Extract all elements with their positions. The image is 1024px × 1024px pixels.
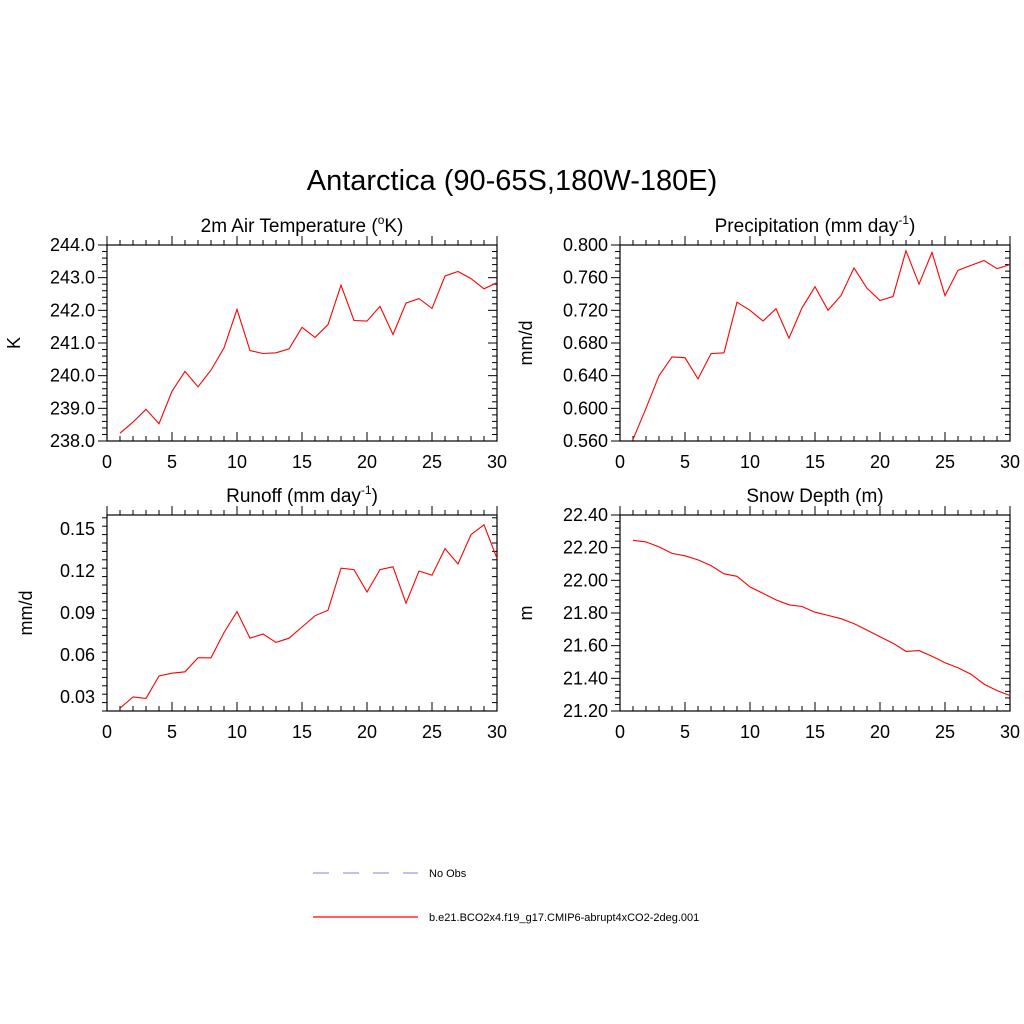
- y-tick-label: 243.0: [50, 268, 95, 288]
- x-tick-label: 20: [357, 452, 377, 472]
- x-tick-label: 30: [487, 722, 507, 742]
- x-tick-label: 10: [227, 722, 247, 742]
- panel-title-suffix: ): [909, 216, 915, 237]
- x-tick-label: 10: [740, 722, 760, 742]
- y-tick-label: 240.0: [50, 366, 95, 386]
- x-tick-label: 0: [102, 722, 112, 742]
- panel-title-superscript: o: [378, 213, 385, 227]
- y-tick-label: 241.0: [50, 333, 95, 353]
- y-axis-label: m: [516, 606, 536, 621]
- series-line: [632, 248, 1011, 440]
- panel-title: 2m Air Temperature (oK): [201, 213, 404, 237]
- panel-title-text: Precipitation (mm day: [715, 216, 899, 237]
- x-tick-label: 15: [292, 452, 312, 472]
- y-axis-label: K: [4, 337, 24, 349]
- panel-title-superscript: -1: [898, 213, 909, 227]
- x-tick-label: 0: [615, 452, 625, 472]
- x-tick-label: 25: [422, 452, 442, 472]
- series-line: [119, 523, 498, 709]
- panel-precipitation: 0 5 10 15 20 25 30 0.560 0.600 0.640 0.680 0.720 0.7…: [516, 213, 1020, 472]
- y-tick-label: 22.00: [563, 570, 608, 590]
- panel-title-text: Runoff (mm day: [226, 486, 361, 507]
- y-tick-label: 0.640: [563, 366, 608, 386]
- y-tick-label: 0.680: [563, 333, 608, 353]
- y-tick-label: 21.20: [563, 701, 608, 721]
- y-tick-label: 0.800: [563, 235, 608, 255]
- panel-title-text: 2m Air Temperature (: [201, 216, 379, 237]
- x-tick-label: 5: [680, 722, 690, 742]
- x-tick-label: 10: [227, 452, 247, 472]
- x-tick-label: 15: [805, 722, 825, 742]
- y-axis-label: mm/d: [516, 321, 536, 366]
- x-tick-label: 10: [740, 452, 760, 472]
- x-tick-label: 25: [935, 722, 955, 742]
- x-tick-label: 25: [935, 452, 955, 472]
- y-tick-label: 21.40: [563, 668, 608, 688]
- plot-frame: [619, 514, 1011, 712]
- y-tick-label: 0.600: [563, 398, 608, 418]
- panel-title-superscript: -1: [361, 483, 372, 497]
- y-tick-label: 242.0: [50, 300, 95, 320]
- panels: 0 5 10 15 20 25 30 238.0 239.0 240.0 241.0 242.0 243…: [4, 213, 1020, 742]
- y-tick-label: 0.03: [60, 687, 95, 707]
- plot-frame: [619, 244, 1011, 442]
- x-tick-label: 20: [870, 452, 890, 472]
- panel-air-temperature: 0 5 10 15 20 25 30 238.0 239.0 240.0 241.0 242.0 243…: [4, 213, 507, 472]
- x-tick-label: 20: [870, 722, 890, 742]
- y-tick-label: 0.720: [563, 300, 608, 320]
- panel-title-text: Snow Depth (m): [746, 486, 883, 507]
- x-tick-label: 30: [1000, 452, 1020, 472]
- figure-title: Antarctica (90-65S,180W-180E): [307, 165, 718, 197]
- panel-snow-depth: 0 5 10 15 20 25 30 21.20 21.40 21.60 21.80 22.00 22.…: [516, 486, 1020, 742]
- series-line: [119, 270, 498, 434]
- x-tick-label: 5: [680, 452, 690, 472]
- legend-label: No Obs: [429, 868, 467, 880]
- panel-title-suffix: ): [372, 486, 378, 507]
- y-tick-label: 244.0: [50, 235, 95, 255]
- x-tick-label: 0: [102, 452, 112, 472]
- legend-item: No Obs: [313, 868, 467, 880]
- legend-item: b.e21.BCO2x4.f19_g17.CMIP6-abrupt4xCO2-2…: [313, 912, 699, 924]
- y-tick-label: 0.12: [60, 561, 95, 581]
- panel-title: Runoff (mm day-1): [226, 483, 378, 507]
- y-tick-label: 21.80: [563, 603, 608, 623]
- x-tick-label: 30: [487, 452, 507, 472]
- panel-runoff: 0 5 10 15 20 25 30 0.03 0.06 0.09 0.12 0.15 Runoff (…: [16, 483, 507, 742]
- plot-frame: [106, 244, 498, 442]
- y-tick-label: 239.0: [50, 398, 95, 418]
- y-tick-label: 0.560: [563, 431, 608, 451]
- series-line: [632, 539, 1011, 697]
- y-tick-label: 22.40: [563, 505, 608, 525]
- x-tick-label: 30: [1000, 722, 1020, 742]
- y-tick-label: 21.60: [563, 636, 608, 656]
- panel-title: Precipitation (mm day-1): [715, 213, 916, 237]
- x-tick-label: 25: [422, 722, 442, 742]
- y-tick-label: 0.760: [563, 268, 608, 288]
- x-tick-label: 5: [167, 452, 177, 472]
- x-tick-label: 5: [167, 722, 177, 742]
- x-tick-label: 15: [292, 722, 312, 742]
- y-axis-label: mm/d: [16, 591, 36, 636]
- y-tick-label: 0.09: [60, 603, 95, 623]
- x-tick-label: 20: [357, 722, 377, 742]
- x-tick-label: 0: [615, 722, 625, 742]
- y-tick-label: 22.20: [563, 538, 608, 558]
- legend-label: b.e21.BCO2x4.f19_g17.CMIP6-abrupt4xCO2-2…: [429, 912, 699, 924]
- panel-title-suffix: K): [384, 216, 403, 237]
- legend: No Obs b.e21.BCO2x4.f19_g17.CMIP6-abrupt4…: [313, 868, 699, 924]
- y-tick-label: 0.06: [60, 645, 95, 665]
- plot-frame: [106, 514, 498, 712]
- y-tick-label: 0.15: [60, 519, 95, 539]
- panel-title: Snow Depth (m): [746, 486, 883, 507]
- y-tick-label: 238.0: [50, 431, 95, 451]
- x-tick-label: 15: [805, 452, 825, 472]
